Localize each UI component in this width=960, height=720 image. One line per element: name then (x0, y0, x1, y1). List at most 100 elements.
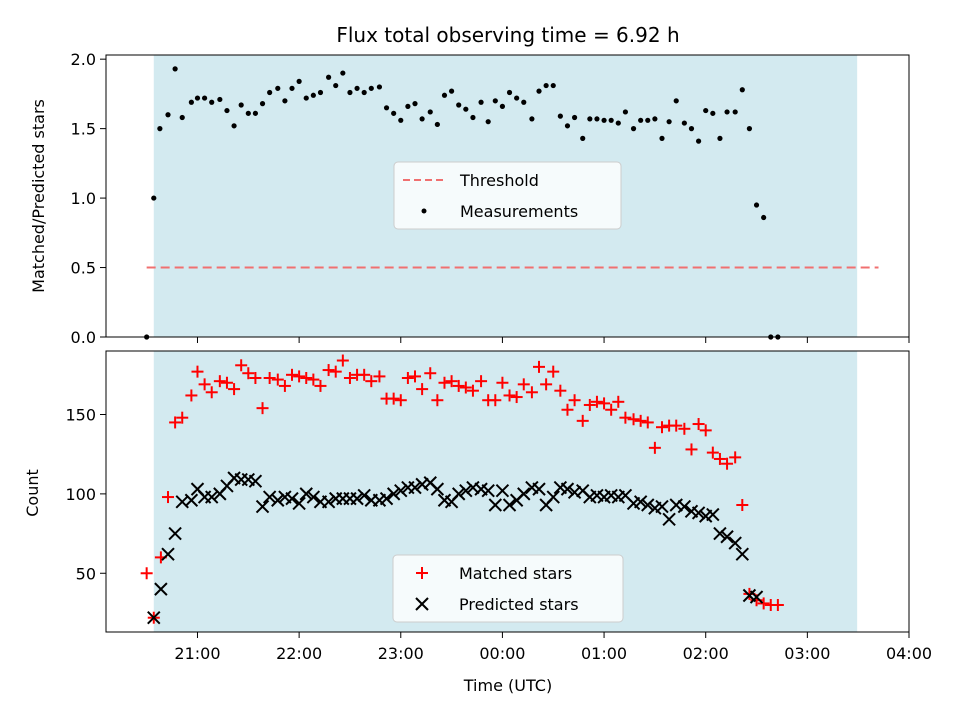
measurement-point (238, 102, 244, 108)
chart-title: Flux total observing time = 6.92 h (336, 23, 679, 47)
predicted-star-point (408, 480, 422, 495)
measurements-legend-label: Measurements (460, 202, 578, 221)
predicted-star-point (161, 547, 175, 561)
predicted-star-point (255, 499, 270, 514)
matched-star-point (757, 597, 770, 610)
measurement-point (470, 114, 476, 121)
measurement-point (354, 85, 360, 91)
measurement-point (746, 126, 753, 132)
predicted-star-point (546, 490, 560, 504)
matched-star-point (373, 370, 386, 383)
matched-star-point (228, 383, 241, 396)
matched-star-point (568, 394, 581, 407)
measurement-point (732, 109, 738, 115)
matched-star-point (263, 371, 276, 384)
predicted-star-point (306, 490, 321, 504)
predicted-star-point (357, 488, 371, 503)
measurement-point (564, 123, 571, 129)
measurement-point (463, 106, 469, 112)
ratio-plot-frame (105, 54, 910, 338)
ratio-legend-box (393, 161, 622, 230)
measurement-point (427, 109, 433, 115)
matched-star-point (293, 370, 306, 383)
ratio-panel: 0.00.51.01.52.0 Matched/Predicted stars … (29, 50, 910, 347)
matched-star-point (343, 371, 356, 384)
measurement-point (645, 117, 651, 123)
measurement-point (587, 116, 593, 122)
measurement-point (456, 102, 462, 108)
matched-star-point (242, 367, 255, 380)
measurement-point (753, 202, 760, 208)
measurement-point (317, 89, 324, 96)
xtick-label: 02:00 (683, 644, 729, 663)
predicted-star-point (735, 547, 750, 561)
matched-star-point (771, 599, 784, 612)
ratio-ytick-label: 2.0 (71, 50, 96, 69)
predicted-star-point (655, 499, 669, 514)
measurement-point (673, 98, 679, 104)
matched-star-point (510, 391, 523, 404)
predicted-star-point (379, 491, 394, 506)
predicted-star-point (205, 490, 219, 504)
measurement-point (571, 114, 578, 121)
matched-star-point (517, 378, 530, 391)
measurement-point (521, 99, 527, 105)
matched-star-point (641, 416, 654, 429)
ratio-ylabel: Matched/Predicted stars (29, 99, 48, 293)
measurement-point (615, 120, 621, 126)
matched-star-point (185, 389, 198, 402)
predicted-star-point (452, 487, 466, 501)
predicted-star-point (248, 474, 263, 488)
measurement-point (703, 107, 709, 114)
measurement-point (224, 107, 230, 114)
measurement-point (739, 87, 745, 93)
measurement-point (165, 112, 171, 118)
xtick-label: 04:00 (886, 644, 932, 663)
matched-star-point (533, 360, 546, 373)
matched-star-point (220, 376, 233, 389)
measurement-point (259, 101, 266, 107)
ratio-ytick-label: 1.0 (71, 189, 96, 208)
predicted-star-point (532, 482, 546, 496)
predicted-star-point (350, 491, 364, 506)
matched-star-point (278, 379, 291, 392)
measurement-point (368, 85, 374, 91)
matched-star-point (314, 379, 327, 392)
measurements-legend-swatch (421, 208, 427, 214)
matched-star-point (525, 386, 538, 399)
measurement-point (201, 95, 208, 101)
measurement-point (485, 119, 491, 125)
measurement-point (289, 85, 295, 91)
matched-star-point (235, 359, 248, 372)
measurement-point (179, 114, 185, 121)
measurement-point (441, 92, 448, 98)
matched-star-point (561, 403, 574, 416)
predicted-star-point (488, 498, 503, 512)
measurement-point (514, 95, 520, 101)
matched-star-point (394, 394, 407, 407)
matched-star-point (605, 403, 618, 416)
matched-star-point (438, 376, 451, 389)
measurement-point (282, 98, 288, 104)
measurement-point (543, 82, 549, 89)
matched-star-point (721, 457, 734, 470)
measurement-point (695, 138, 702, 144)
matched-star-point (365, 375, 378, 388)
matched-star-point (699, 424, 712, 437)
matched-star-point (409, 370, 422, 383)
predicted-star-point (560, 482, 575, 496)
predicted-star-point (720, 530, 734, 544)
measurement-point (506, 89, 513, 96)
matched-star-point (452, 379, 465, 392)
matched-star-point (162, 491, 175, 504)
matched-star-point (547, 365, 560, 378)
measurement-point (275, 85, 281, 91)
predicted-star-point (691, 506, 706, 520)
measurement-point (478, 99, 484, 105)
predicted-star-point (394, 483, 408, 498)
matched-star-point (627, 413, 640, 426)
predicted-star-point (184, 493, 199, 507)
predicted-star-point (292, 496, 306, 511)
matched-star-point (322, 364, 335, 377)
predicted-legend-label: Predicted stars (459, 595, 579, 614)
